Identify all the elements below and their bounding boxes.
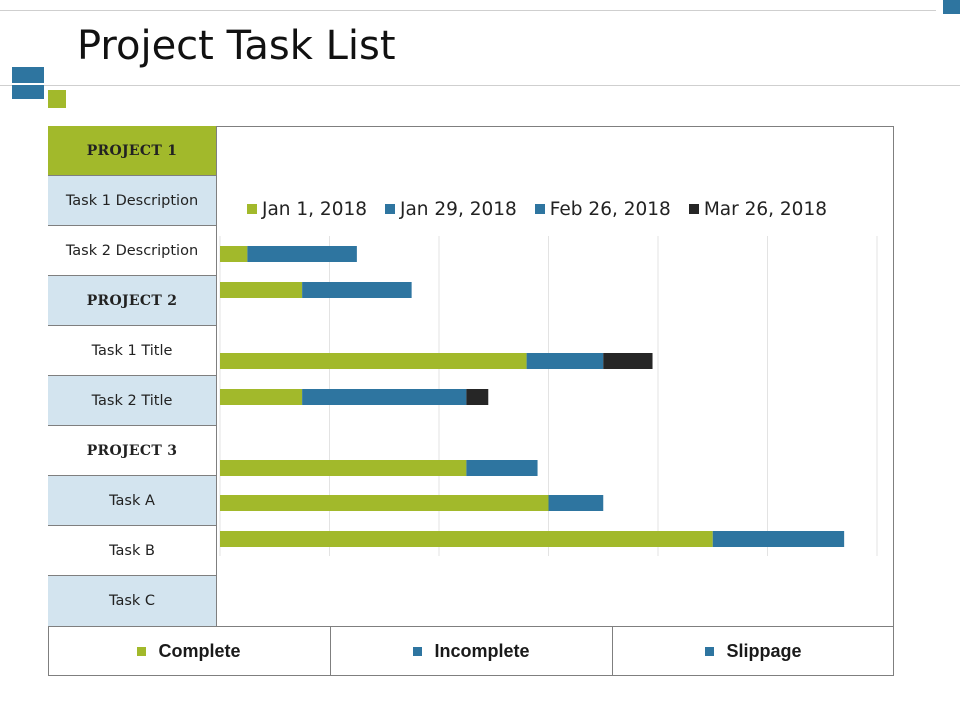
- row-task-c: Task C: [48, 576, 217, 626]
- gantt-bar-segment: [220, 460, 467, 476]
- row-task-1-description: Task 1 Description: [48, 176, 217, 226]
- legend-label: Jan 29, 2018: [400, 198, 517, 220]
- row-project-3: PROJECT 3: [48, 426, 217, 476]
- gantt-bar-segment: [220, 389, 303, 405]
- legend-item: Jan 1, 2018: [247, 199, 367, 220]
- gantt-bar-segment: [220, 495, 549, 511]
- gantt-bar-segment: [220, 246, 248, 262]
- legend-label: Jan 1, 2018: [262, 198, 368, 220]
- legend-swatch: [534, 204, 545, 214]
- gantt-bar-segment: [302, 389, 467, 405]
- gantt-bar-segment: [548, 495, 604, 511]
- row-task-2-description: Task 2 Description: [48, 226, 217, 276]
- gantt-bar-segment: [220, 531, 713, 547]
- complete-label: Complete: [158, 641, 241, 661]
- row-task-a: Task A: [48, 476, 217, 526]
- green-accent-square: [48, 90, 66, 108]
- title-rule: [0, 85, 960, 86]
- legend-item: Jan 29, 2018: [385, 199, 517, 220]
- legend-label: Feb 26, 2018: [549, 198, 671, 220]
- gantt-bar-segment: [466, 460, 538, 476]
- chart-legend: Jan 1, 2018 Jan 29, 2018 Feb 26, 2018 Ma…: [247, 196, 845, 222]
- legend-item: Feb 26, 2018: [534, 198, 671, 220]
- legend-swatch: [247, 204, 257, 214]
- legend-swatch: [385, 204, 396, 214]
- corner-accent: [943, 0, 960, 14]
- footer-slippage: Slippage: [613, 627, 894, 676]
- status-legend-footer: Complete Incomplete Slippage: [48, 626, 894, 676]
- complete-swatch: [137, 647, 147, 656]
- legend-item: Mar 26, 2018: [688, 198, 827, 220]
- gantt-bar-segment: [302, 282, 412, 298]
- row-project-2: PROJECT 2: [48, 276, 217, 326]
- incomplete-swatch: [413, 647, 423, 656]
- row-task-1-title: Task 1 Title: [48, 326, 217, 376]
- row-task-2-title: Task 2 Title: [48, 376, 217, 426]
- footer-incomplete: Incomplete: [331, 627, 612, 676]
- incomplete-label: Incomplete: [434, 641, 530, 661]
- gantt-bar-segment: [247, 246, 357, 262]
- legend-swatch: [688, 204, 699, 214]
- gantt-bar-segment: [712, 531, 845, 547]
- gantt-bar-segment: [220, 282, 303, 298]
- legend-label: Mar 26, 2018: [703, 198, 827, 220]
- row-project-1: PROJECT 1: [48, 126, 217, 176]
- top-rule: [0, 10, 936, 11]
- footer-complete: Complete: [48, 627, 330, 676]
- gantt-bar-segment: [466, 389, 489, 405]
- row-task-b: Task B: [48, 526, 217, 576]
- gantt-bar-segment: [220, 353, 527, 369]
- gantt-bar-segment: [526, 353, 604, 369]
- page-title: Project Task List: [77, 23, 396, 69]
- gantt-bar-segment: [603, 353, 653, 369]
- slippage-swatch: [705, 647, 715, 656]
- slippage-label: Slippage: [726, 641, 802, 661]
